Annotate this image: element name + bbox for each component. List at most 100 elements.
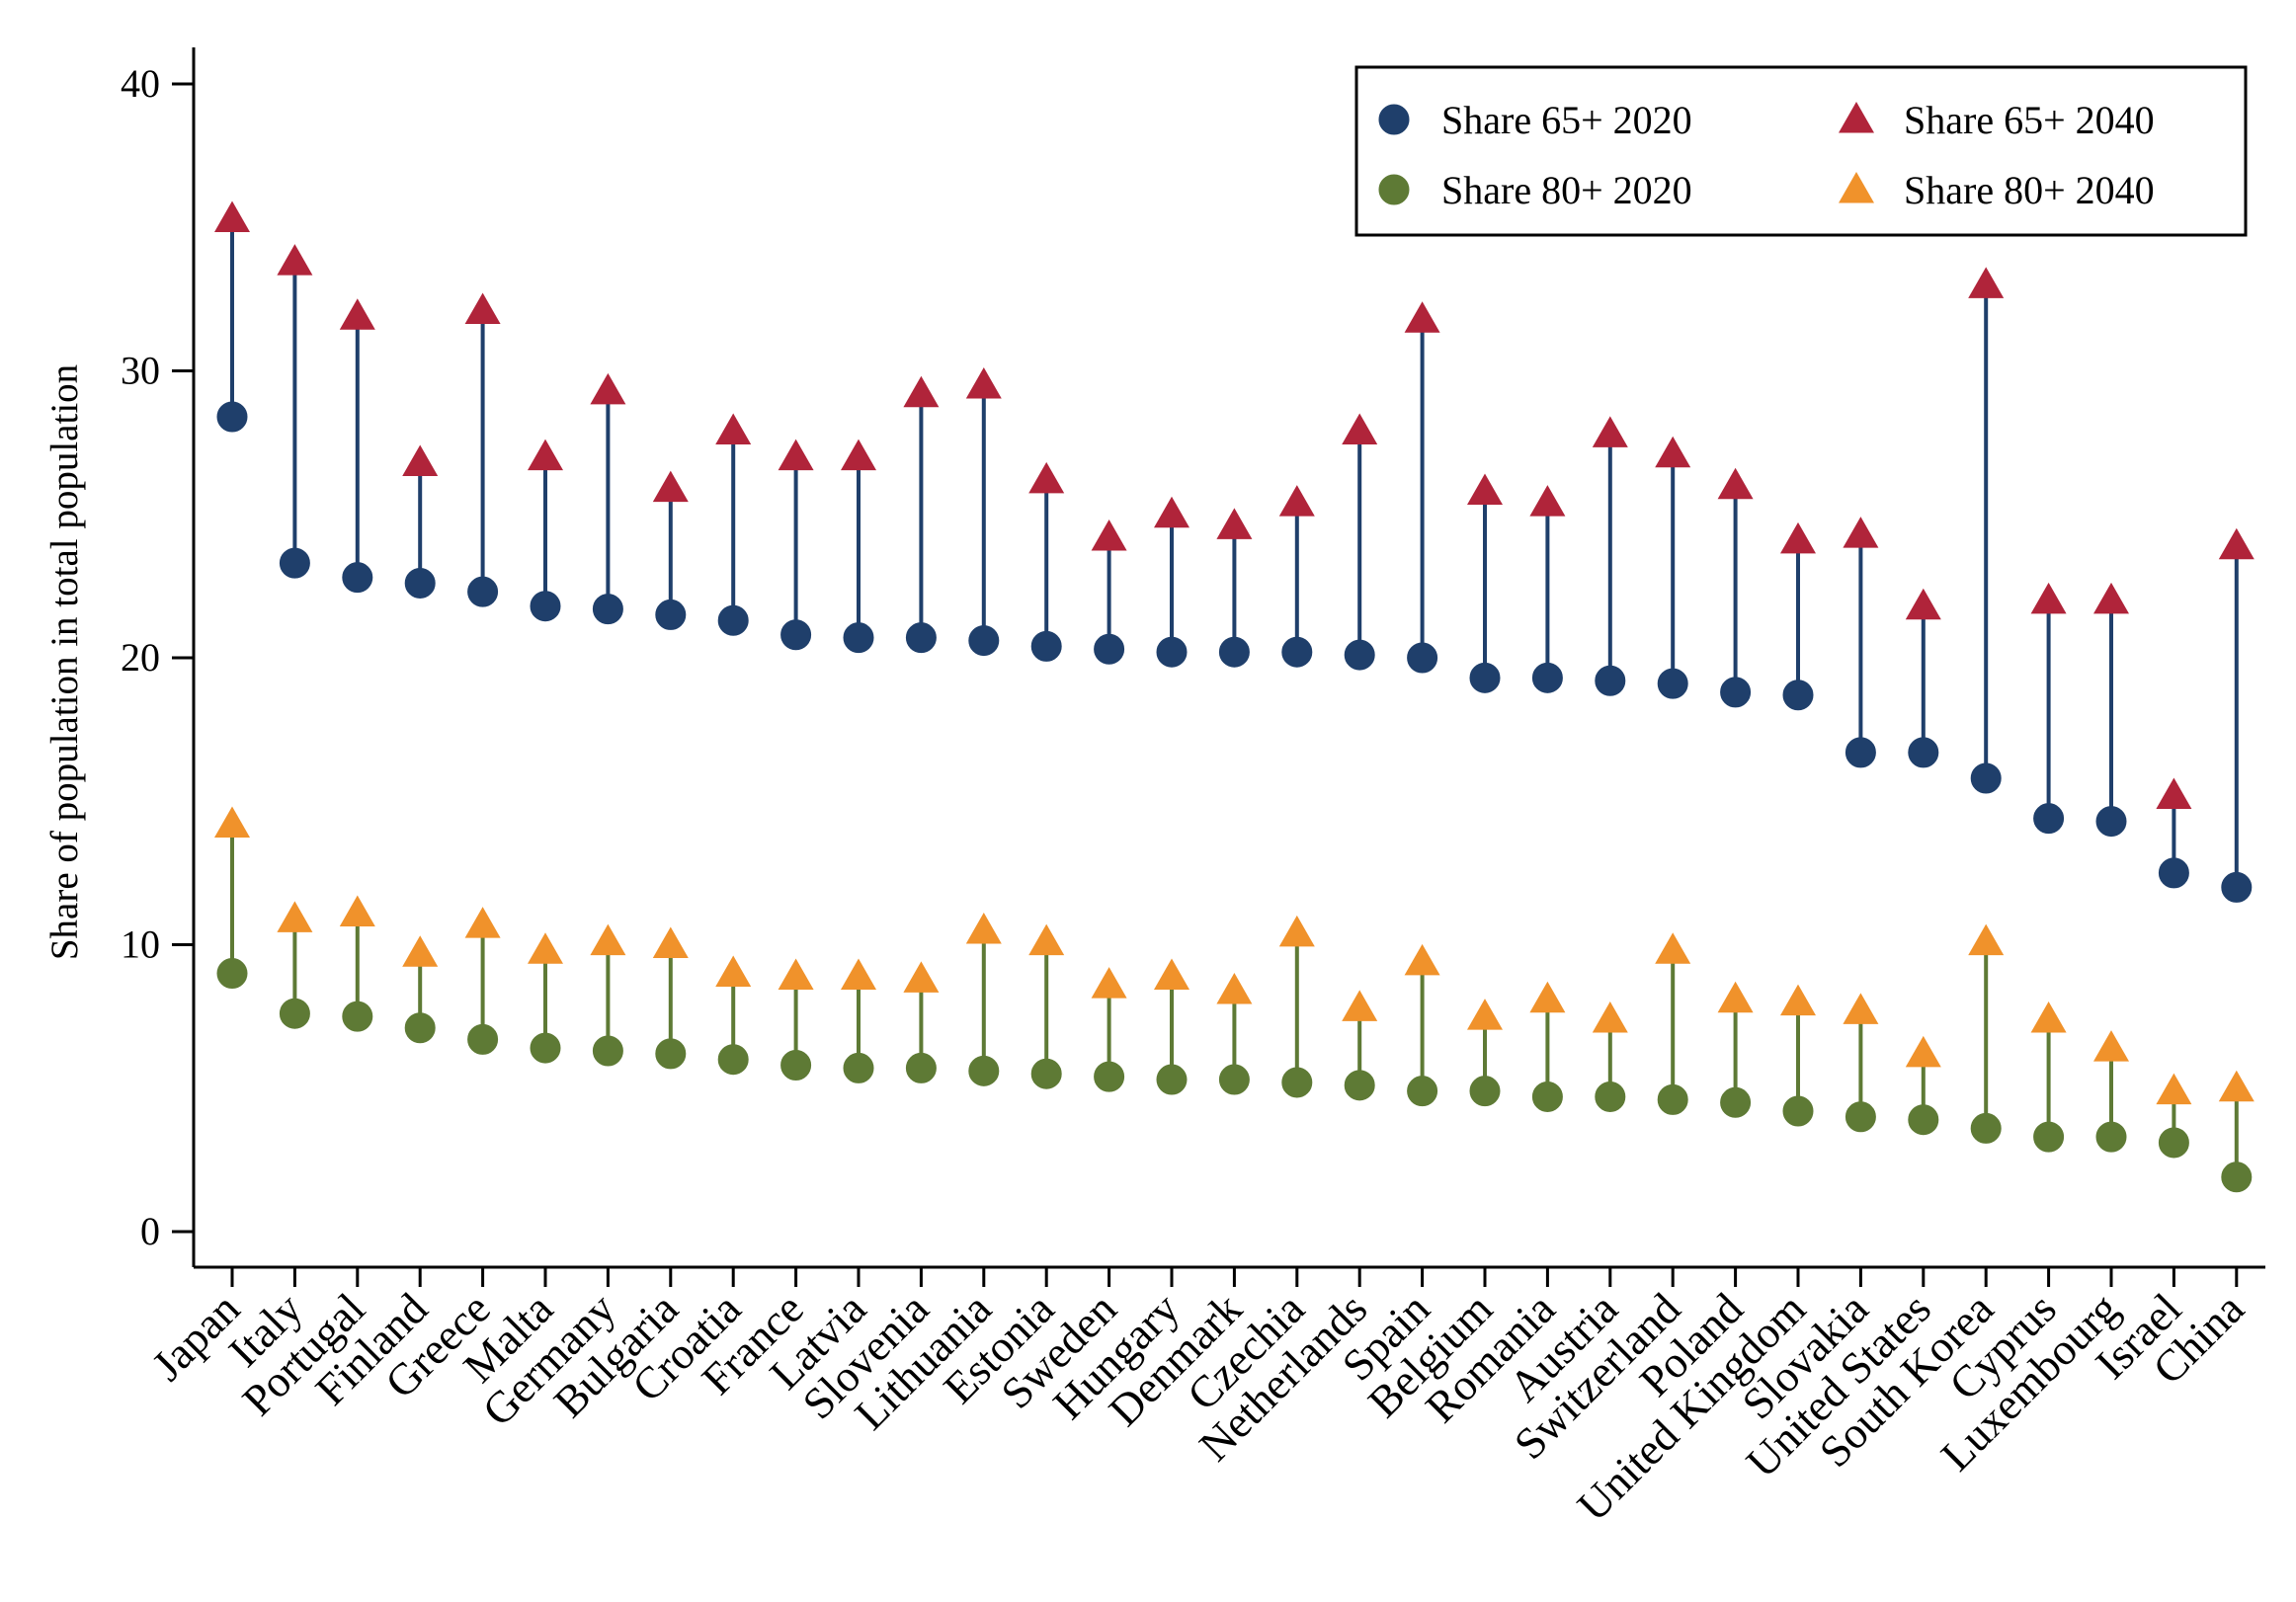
- point-share-80-2020: [655, 1038, 687, 1070]
- point-share-65-2020: [968, 625, 1000, 657]
- point-share-80-2020: [717, 1044, 749, 1076]
- point-share-65-2020: [843, 622, 874, 654]
- point-share-80-2040: [2156, 1073, 2192, 1105]
- point-share-65-2040: [1655, 436, 1691, 468]
- point-share-80-2040: [2218, 1070, 2255, 1102]
- legend-marker-share-80-2020: [1378, 174, 1410, 205]
- point-share-65-2020: [1094, 633, 1125, 665]
- point-share-65-2020: [905, 622, 937, 654]
- point-share-65-2040: [2030, 582, 2067, 614]
- point-share-80-2040: [464, 907, 501, 938]
- point-share-65-2040: [214, 200, 250, 233]
- point-share-65-2040: [1905, 588, 1941, 620]
- point-share-65-2020: [655, 599, 687, 630]
- point-share-80-2040: [652, 926, 689, 958]
- legend-marker-share-65-2040: [1839, 102, 1874, 133]
- point-share-65-2040: [1278, 485, 1315, 517]
- point-share-65-2040: [464, 292, 501, 324]
- point-share-65-2040: [402, 444, 439, 476]
- point-share-65-2020: [592, 594, 623, 625]
- point-share-65-2040: [528, 439, 563, 471]
- point-share-80-2020: [279, 998, 310, 1029]
- point-share-80-2040: [339, 895, 375, 927]
- point-share-80-2020: [530, 1032, 561, 1064]
- point-share-65-2040: [652, 470, 689, 503]
- point-share-65-2020: [1657, 668, 1688, 699]
- point-share-80-2020: [1720, 1086, 1752, 1118]
- point-share-80-2020: [1469, 1076, 1501, 1107]
- point-share-65-2040: [1091, 519, 1127, 551]
- point-share-65-2020: [1407, 642, 1438, 674]
- point-share-80-2040: [1154, 958, 1189, 990]
- point-share-80-2040: [1091, 967, 1127, 999]
- point-share-80-2020: [404, 1012, 436, 1044]
- point-share-65-2040: [1529, 485, 1566, 517]
- point-share-80-2020: [342, 1001, 373, 1032]
- point-share-80-2040: [214, 806, 250, 838]
- point-share-80-2040: [1655, 932, 1691, 964]
- point-share-80-2020: [1344, 1070, 1375, 1101]
- point-share-80-2040: [1592, 1001, 1628, 1033]
- point-share-80-2040: [2093, 1030, 2129, 1062]
- point-share-65-2040: [590, 372, 626, 405]
- point-share-65-2040: [1780, 521, 1816, 554]
- legend-marker-share-65-2020: [1378, 104, 1410, 135]
- point-share-65-2020: [530, 591, 561, 622]
- point-share-80-2020: [780, 1050, 812, 1081]
- point-share-65-2040: [2218, 527, 2255, 560]
- point-share-65-2020: [1970, 762, 2002, 794]
- y-tick-label: 0: [140, 1209, 160, 1253]
- point-share-65-2040: [715, 413, 752, 445]
- point-share-65-2040: [1216, 508, 1253, 539]
- point-share-65-2020: [2221, 871, 2253, 903]
- point-share-65-2020: [1720, 677, 1752, 708]
- point-share-65-2020: [467, 576, 499, 607]
- point-share-80-2040: [965, 912, 1002, 944]
- point-share-80-2040: [1905, 1035, 1941, 1068]
- y-tick-label: 20: [121, 635, 160, 680]
- point-share-80-2040: [1529, 981, 1566, 1013]
- point-share-80-2040: [590, 923, 626, 956]
- point-share-65-2020: [1782, 680, 1814, 711]
- point-share-80-2040: [1843, 993, 1879, 1024]
- point-share-65-2020: [1845, 737, 1876, 768]
- point-share-65-2020: [1281, 636, 1313, 668]
- point-share-65-2020: [1156, 636, 1188, 668]
- point-share-80-2020: [968, 1055, 1000, 1086]
- point-share-80-2020: [2158, 1127, 2189, 1159]
- legend-label-share-65-2020: Share 65+ 2020: [1441, 98, 1692, 142]
- legend-label-share-65-2040: Share 65+ 2040: [1904, 98, 2155, 142]
- point-share-65-2020: [2158, 857, 2189, 889]
- point-share-80-2020: [1657, 1083, 1688, 1115]
- point-share-65-2040: [841, 439, 876, 471]
- point-share-80-2020: [1030, 1058, 1062, 1089]
- point-share-65-2020: [1469, 662, 1501, 693]
- legend-box: [1354, 65, 2248, 237]
- point-share-80-2020: [216, 958, 248, 990]
- point-share-80-2040: [1278, 915, 1315, 947]
- point-share-65-2020: [1595, 665, 1626, 696]
- point-share-65-2020: [216, 401, 248, 433]
- point-share-80-2040: [1717, 981, 1754, 1013]
- point-share-80-2020: [592, 1035, 623, 1067]
- point-share-80-2020: [1782, 1095, 1814, 1127]
- point-share-65-2020: [279, 547, 310, 579]
- point-share-80-2040: [1968, 923, 2005, 956]
- point-share-65-2020: [1908, 737, 1939, 768]
- point-share-65-2020: [2033, 803, 2065, 835]
- point-share-80-2040: [2030, 1001, 2067, 1033]
- legend: Share 65+ 2020 Share 65+ 2040 Share 80+ 20…: [1354, 65, 2248, 237]
- point-share-80-2020: [1156, 1064, 1188, 1095]
- point-share-65-2020: [780, 619, 812, 651]
- y-tick-label: 30: [121, 349, 160, 393]
- point-share-80-2040: [1216, 972, 1253, 1004]
- point-share-80-2040: [903, 961, 940, 993]
- point-share-65-2040: [903, 375, 940, 408]
- point-share-80-2040: [1404, 943, 1440, 976]
- point-share-65-2020: [404, 567, 436, 599]
- point-share-65-2040: [1028, 461, 1065, 494]
- legend-label-share-80-2040: Share 80+ 2040: [1904, 168, 2155, 212]
- point-share-80-2040: [841, 958, 876, 990]
- point-share-80-2020: [1595, 1081, 1626, 1112]
- point-share-80-2020: [2095, 1121, 2127, 1153]
